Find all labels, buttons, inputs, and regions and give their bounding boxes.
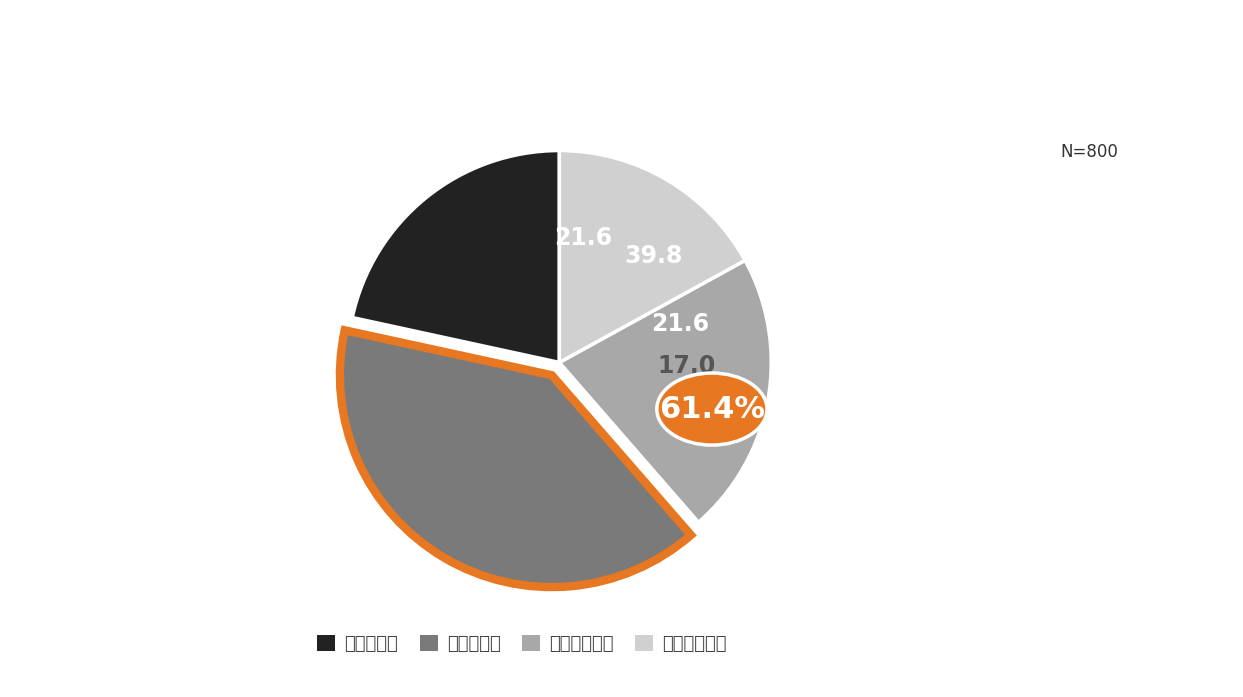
Text: ドラマやアニメが数話終わってから推しが出演していることに気づき、: ドラマやアニメが数話終わってから推しが出演していることに気づき、 (368, 26, 875, 52)
Wedge shape (559, 151, 745, 362)
Text: N=800: N=800 (1060, 143, 1119, 161)
Text: 17.0: 17.0 (658, 354, 716, 378)
Legend: かなりある, たまにある, ほとんどない, まったくない: かなりある, たまにある, ほとんどない, まったくない (310, 627, 735, 660)
Text: 「1話から見たかった！」と後悔した経験はありますか？（単一回答）: 「1話から見たかった！」と後悔した経験はありますか？（単一回答） (367, 87, 876, 114)
Text: 61.4%: 61.4% (659, 395, 764, 424)
Text: 21.6: 21.6 (651, 312, 710, 335)
Text: 21.6: 21.6 (554, 226, 613, 250)
Ellipse shape (656, 373, 767, 445)
Text: 39.8: 39.8 (624, 244, 682, 268)
Wedge shape (352, 151, 559, 362)
Wedge shape (559, 261, 771, 522)
Wedge shape (339, 330, 691, 587)
